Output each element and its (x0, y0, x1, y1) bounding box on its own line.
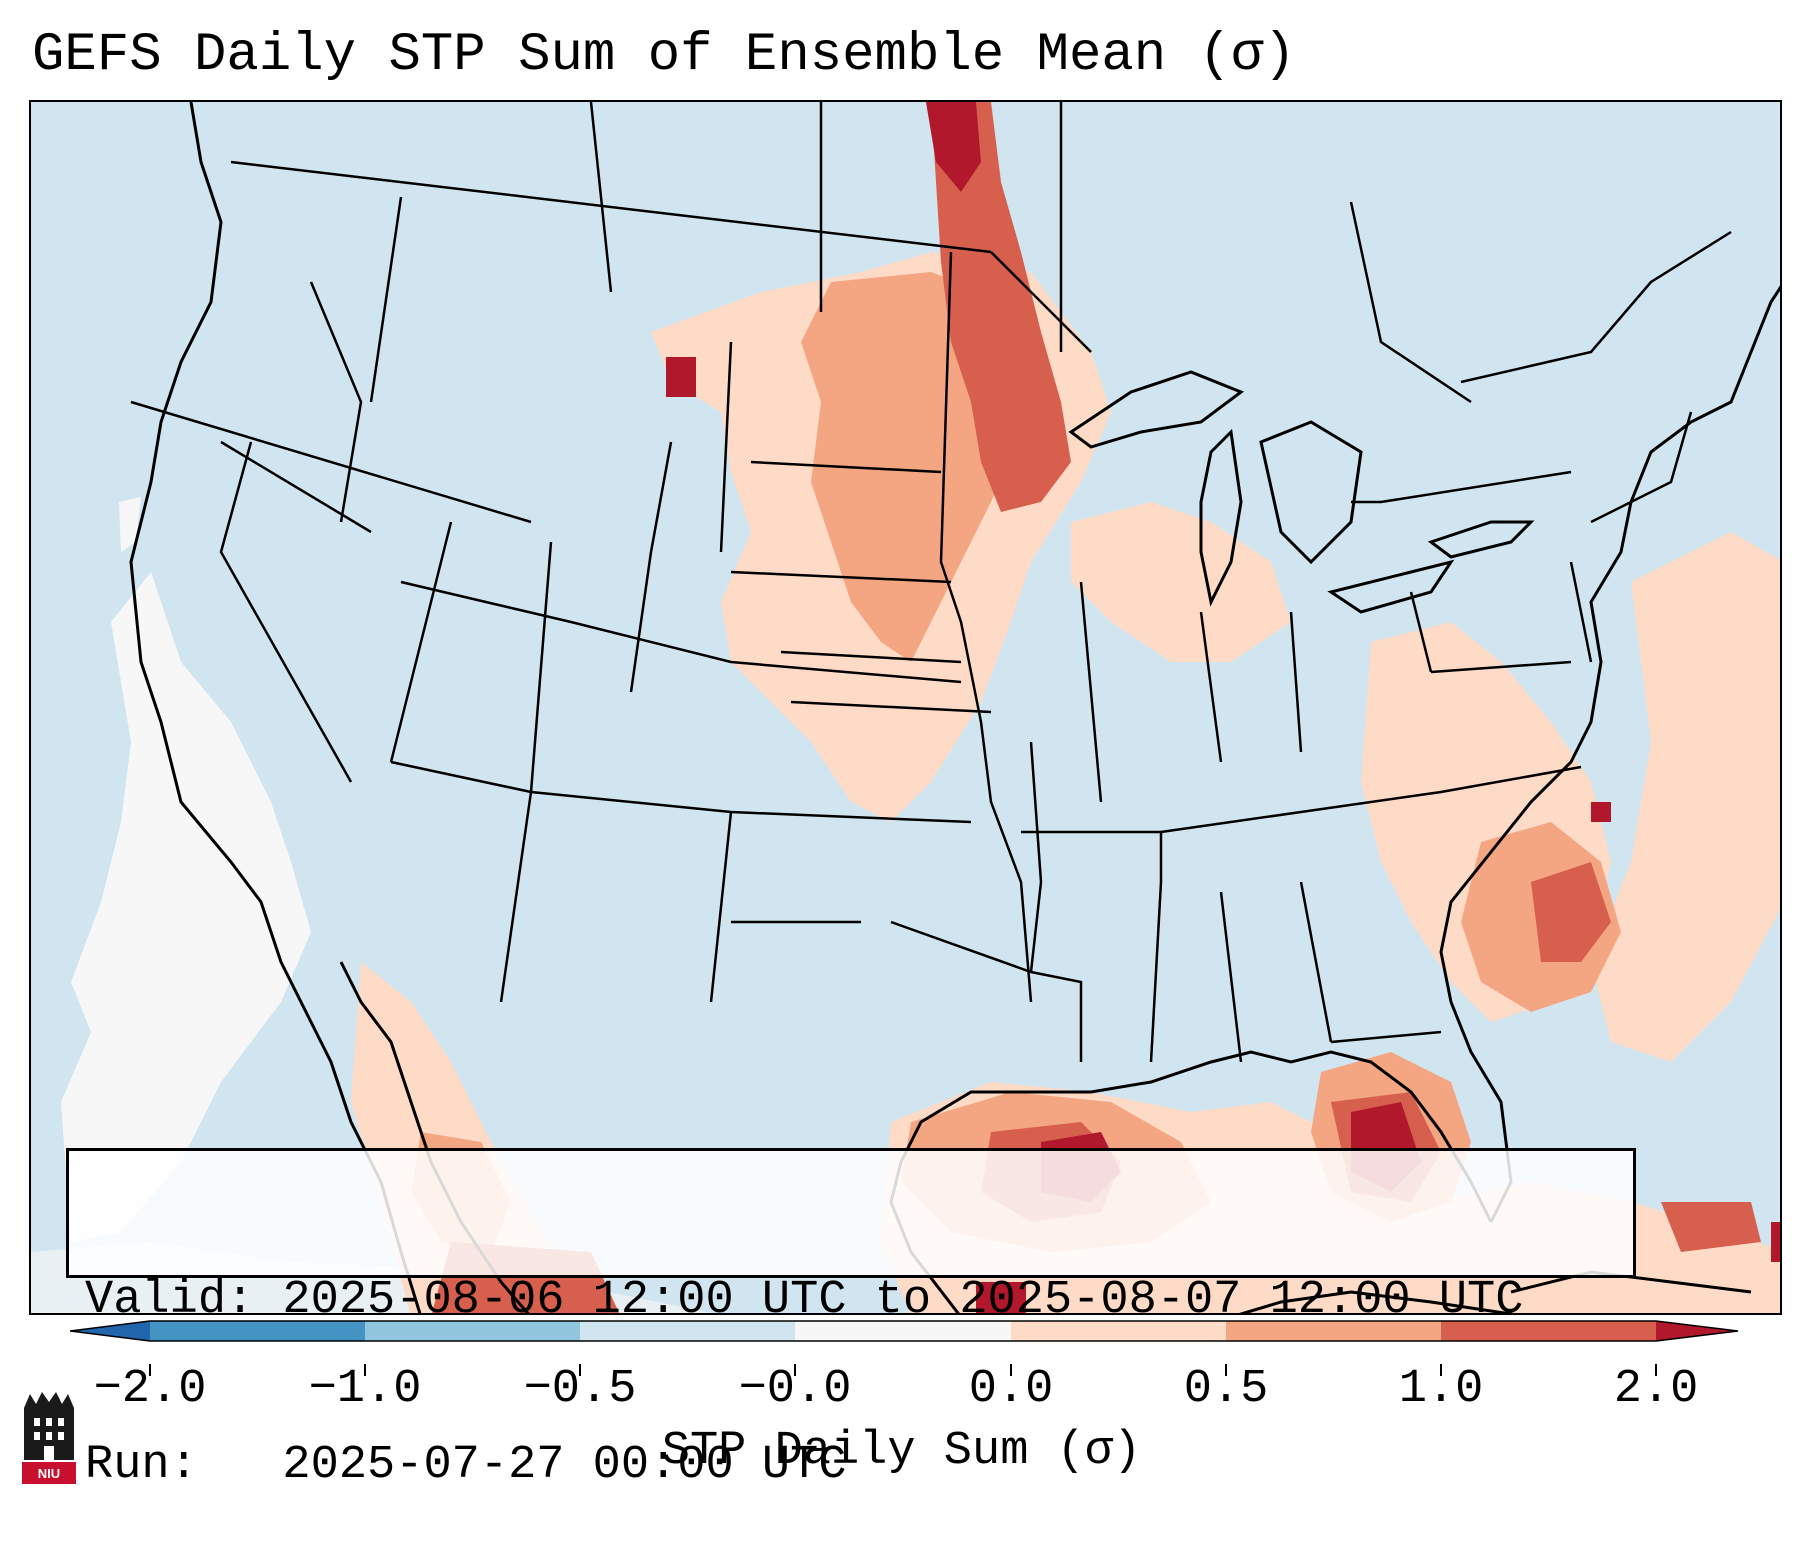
colorbar-tick-label: −0.0 (738, 1363, 852, 1416)
colorbar-tick-label: 0.0 (968, 1363, 1054, 1416)
colorbar-outline (70, 1320, 1739, 1342)
state-borders (130, 102, 1732, 1063)
colorbar-label: STP Daily Sum (σ) (661, 1425, 1142, 1478)
map-title: GEFS Daily STP Sum of Ensemble Mean (σ) (32, 25, 1296, 86)
colorbar-segment (795, 1321, 1011, 1341)
colorbar-tick-marks (149, 1364, 1657, 1376)
colorbar-segment (580, 1321, 795, 1341)
great-lakes (1068, 370, 1535, 614)
colorbar-tick-label: 2.0 (1613, 1363, 1699, 1416)
valid-run-info-box: Valid: 2025-08-06 12:00 UTC to 2025-08-0… (66, 1148, 1636, 1492)
colorbar-tick-label: 1.0 (1398, 1363, 1484, 1416)
niu-logo (22, 1392, 76, 1484)
map-canvas (31, 102, 1780, 1313)
colorbar-segment (1441, 1321, 1656, 1341)
colorbar-tick-label: −1.0 (308, 1363, 422, 1416)
colorbar-segment (1011, 1321, 1226, 1341)
colorbar-segment (1226, 1321, 1441, 1341)
colorbar-segment (150, 1321, 365, 1341)
niu-logo-text: NIU (37, 1466, 61, 1481)
colorbar-extend-min (70, 1321, 150, 1341)
colorbar-extend-max (1656, 1321, 1738, 1341)
colorbar-segment (365, 1321, 580, 1341)
niu-logo-band (22, 1462, 76, 1484)
map-panel (29, 100, 1782, 1315)
run-time-text: Run: 2025-07-27 00:00 UTC (85, 1439, 847, 1492)
colorbar-tick-label: 0.5 (1183, 1363, 1269, 1416)
valid-time-text: Valid: 2025-08-06 12:00 UTC to 2025-08-0… (85, 1274, 1524, 1327)
colorbar-tick-label: −0.5 (523, 1363, 637, 1416)
colorbar-tick-label: −2.0 (93, 1363, 207, 1416)
colorbar (70, 1320, 1739, 1342)
